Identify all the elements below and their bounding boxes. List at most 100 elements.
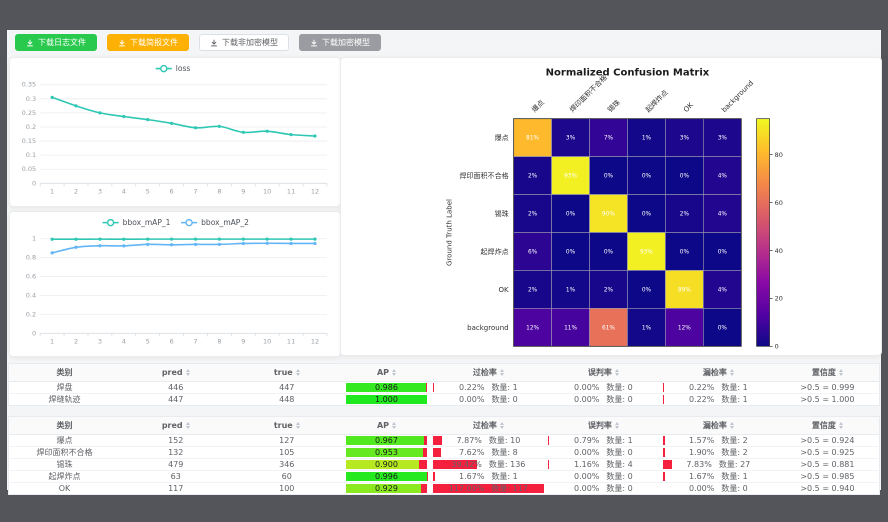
button-label: 下载日志文件 <box>38 37 86 47</box>
sort-icon[interactable] <box>499 422 504 429</box>
cell-overdetect-rate: 0.00% 数量: 0 <box>431 394 546 406</box>
column-header-漏检率[interactable]: 漏检率 <box>660 416 776 435</box>
cell-miss-rate-bar <box>662 436 665 445</box>
ap-bar-fill <box>346 436 425 445</box>
sort-icon[interactable] <box>729 422 734 429</box>
matrix-cell-value: 90% <box>602 212 615 218</box>
sort-icon[interactable] <box>392 422 397 429</box>
data-point <box>169 121 174 125</box>
download-icon <box>119 39 125 46</box>
count-value: 数量: 0 <box>606 383 633 392</box>
column-header-类别[interactable]: 类别 <box>8 363 120 382</box>
y-tick-label: 0.35 <box>22 81 37 89</box>
download-report-button[interactable]: 下载简报文件 <box>107 34 189 51</box>
row-label: 焊印面积不合格 <box>459 171 508 180</box>
sort-icon[interactable] <box>729 369 734 376</box>
sort-icon[interactable] <box>838 369 843 376</box>
column-header-true[interactable]: true <box>231 416 343 435</box>
pct-value: 7.83% <box>686 460 712 469</box>
matrix-cell-value: 7% <box>604 136 614 142</box>
sort-icon[interactable] <box>499 369 504 376</box>
data-point <box>241 237 245 241</box>
count-value: 数量: 1 <box>491 472 518 481</box>
column-header-漏检率[interactable]: 漏检率 <box>660 363 776 382</box>
column-header-label: 置信度 <box>811 368 836 377</box>
sort-icon[interactable] <box>614 422 619 429</box>
matrix-cell <box>589 194 628 233</box>
sort-icon[interactable] <box>185 369 190 376</box>
column-header-误判率[interactable]: 误判率 <box>545 363 661 382</box>
cell-class: 焊缝轨迹 <box>48 395 81 404</box>
column-header-AP[interactable]: AP <box>342 416 431 435</box>
sort-asc-icon <box>614 422 619 425</box>
table-head: 类别 pred true AP 过检率 误判率 漏检率 置信度 <box>8 363 880 382</box>
cell-misjudge-rate: 0.00% 数量: 0 <box>546 483 661 495</box>
column-header-label: AP <box>376 421 390 430</box>
matrix-cell <box>703 270 742 309</box>
column-header-置信度[interactable]: 置信度 <box>775 416 880 435</box>
cell-pred: 446 <box>119 381 232 394</box>
legend-item-bbox_mAP_2[interactable]: bbox_mAP_2 <box>181 218 249 227</box>
ap-bar-remainder <box>425 383 427 392</box>
table-row: 起焊炸点 63 60 0.996 1.67% 数量: 1 0.00% 数量: 0 1.67% 数量… <box>8 470 880 483</box>
column-header-true[interactable]: true <box>231 363 343 382</box>
count-value: 数量: 0 <box>606 448 633 457</box>
cell-misjudge-rate-content: 0.00% 数量: 0 <box>548 382 659 393</box>
cell-misjudge-rate: 0.79% 数量: 1 <box>545 434 661 447</box>
sort-icon[interactable] <box>392 369 397 376</box>
metrics-table-1: 类别 pred true AP 过检率 误判率 漏检率 置信度 焊盘 446 447 0.986 0.2… <box>8 363 880 406</box>
matrix-cell-value: 0% <box>680 174 690 180</box>
sort-desc-icon <box>185 426 190 429</box>
sort-icon[interactable] <box>838 422 843 429</box>
y-tick-label: 0.4 <box>26 291 36 299</box>
matrix-cell-value: 2% <box>528 174 538 180</box>
table-row: 爆点 152 127 0.967 7.87% 数量: 10 0.79% 数量: 1 1.57% 数… <box>8 434 880 447</box>
ap-bar-remainder <box>421 484 427 493</box>
cell-pred: 63 <box>119 470 232 483</box>
legend-item-bbox_mAP_1[interactable]: bbox_mAP_1 <box>102 218 171 227</box>
download-icon <box>27 39 33 46</box>
column-header-label: 漏检率 <box>702 421 727 430</box>
column-header-pred[interactable]: pred <box>119 363 232 382</box>
download-encrypted-model-button[interactable]: 下载加密模型 <box>299 34 381 51</box>
download-log-button[interactable]: 下载日志文件 <box>15 34 97 51</box>
pct-value: 1.67% <box>688 472 715 481</box>
data-point <box>74 237 78 241</box>
sort-asc-icon <box>729 369 734 372</box>
column-label: background <box>719 78 755 114</box>
column-header-误判率[interactable]: 误判率 <box>545 416 661 435</box>
column-header-类别[interactable]: 类别 <box>8 416 120 435</box>
legend-marker-icon <box>106 218 115 227</box>
row-label: 锡珠 <box>495 209 509 218</box>
column-header-置信度[interactable]: 置信度 <box>775 363 880 382</box>
cell-overdetect-rate-content: 1.67% 数量: 1 <box>432 471 544 482</box>
metrics-table-2: 类别 pred true AP 过检率 误判率 漏检率 置信度 爆点 152 127 0.967 7.8… <box>8 416 880 495</box>
legend-item-loss[interactable]: loss <box>155 64 191 73</box>
data-point <box>289 133 293 137</box>
x-tick-label: 8 <box>217 337 221 345</box>
cell-overdetect-rate: 7.62% 数量: 8 <box>430 446 546 459</box>
sort-asc-icon <box>614 369 619 372</box>
sort-icon[interactable] <box>295 422 300 429</box>
column-header-AP[interactable]: AP <box>342 363 431 382</box>
cell-confidence: >0.5 = 0.881 <box>775 458 880 471</box>
data-point <box>98 244 102 248</box>
sort-icon[interactable] <box>295 369 300 376</box>
download-unencrypted-model-button[interactable]: 下载非加密模型 <box>199 34 289 51</box>
pct-value: 0.00% <box>459 395 485 404</box>
column-header-过检率[interactable]: 过检率 <box>430 416 546 435</box>
count-value: 数量: 117 <box>491 484 528 493</box>
column-header-pred[interactable]: pred <box>119 416 232 435</box>
matrix-cell-value: 4% <box>718 212 728 218</box>
matrix-cell-value: 1% <box>642 136 652 142</box>
table-body: 焊盘 446 447 0.986 0.22% 数量: 1 0.00% 数量: 0 0.22% 数量… <box>8 381 880 406</box>
column-header-过检率[interactable]: 过检率 <box>430 363 546 382</box>
pct-value: 1.67% <box>459 472 485 481</box>
data-point <box>169 243 174 247</box>
cell-confidence: >0.5 = 0.925 <box>775 446 880 459</box>
data-point <box>217 237 221 241</box>
sort-icon[interactable] <box>614 369 619 376</box>
series-line-bbox_mAP_2 <box>51 242 315 254</box>
sort-icon[interactable] <box>185 422 190 429</box>
sort-desc-icon <box>392 373 397 376</box>
